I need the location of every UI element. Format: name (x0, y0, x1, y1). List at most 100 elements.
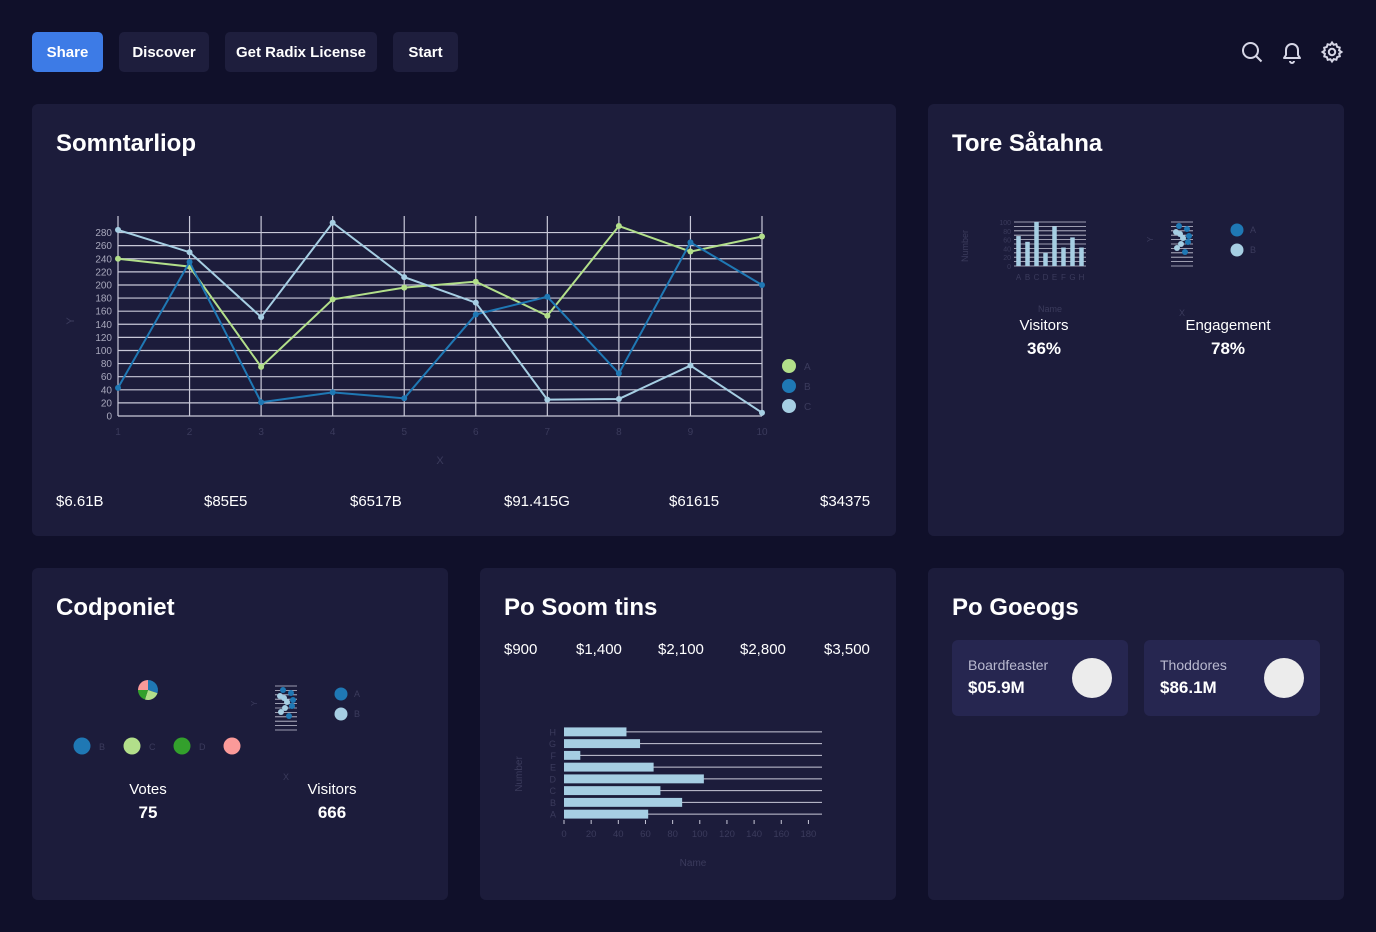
scatter-point (290, 697, 296, 703)
legend-swatch (173, 737, 191, 755)
legend-swatch (782, 359, 796, 373)
y-tick-label: 60 (101, 372, 113, 383)
scatter-point (1177, 231, 1183, 237)
data-point (258, 363, 265, 370)
y-axis-label: Y (65, 317, 77, 325)
legend-swatch (223, 737, 241, 755)
data-point (759, 233, 765, 240)
x-tick-label: 40 (613, 829, 624, 840)
x-tick-label: D (1043, 273, 1049, 282)
bar (564, 786, 661, 796)
y-tick-label: 40 (1003, 246, 1011, 253)
data-point (329, 389, 336, 396)
x-axis-label: X (283, 772, 289, 782)
bar (564, 750, 581, 760)
y-tick-label: 200 (95, 280, 112, 291)
data-point (115, 255, 121, 262)
get-radix-license-button[interactable]: Get Radix License (225, 32, 377, 72)
x-tick-label: 4 (330, 427, 336, 438)
x-tick-label: 6 (473, 427, 479, 438)
scatter-point (278, 709, 284, 715)
data-point (258, 314, 265, 321)
data-point (186, 249, 193, 256)
legend-label: D (199, 742, 206, 752)
x-axis-label: X (436, 455, 444, 467)
pie-slice (144, 690, 158, 700)
data-point (687, 248, 694, 255)
card-title: Somntarliop (56, 130, 197, 157)
legend-label: A (1250, 225, 1256, 235)
y-tick-label: 100 (95, 346, 112, 357)
visitors-value: 36% (1026, 339, 1062, 358)
gear-icon[interactable] (1320, 40, 1344, 64)
data-point (615, 370, 622, 377)
scatter-point (1178, 241, 1184, 247)
scatter-point (282, 705, 288, 711)
y-axis-label: Y (250, 700, 259, 706)
start-button[interactable]: Start (393, 32, 458, 72)
x-axis-label: X (1179, 308, 1185, 318)
y-tick-label: E (550, 763, 556, 773)
discover-button[interactable]: Discover (119, 32, 209, 72)
card-title: Po Goeogs (952, 594, 1079, 621)
y-tick-label: 0 (106, 412, 112, 423)
legend-label: C (804, 402, 811, 413)
card-title: Po Soom tins (504, 594, 658, 621)
legend-label: A (804, 362, 811, 373)
data-point (544, 293, 551, 300)
series-line-B (117, 240, 763, 404)
x-tick-label: 60 (640, 829, 651, 840)
stat-value: $6517B (350, 493, 402, 510)
series-line-A (117, 224, 763, 369)
tore-satahna-card: Tore Såtahna 0 20 40 60 80 100 A B C D E F G H Name Num… (928, 104, 1344, 536)
legend-label: B (354, 709, 360, 719)
y-tick-label: H (550, 727, 557, 737)
y-tick-label: 240 (95, 254, 112, 265)
stat-value: $6.61B (56, 493, 104, 510)
stat-value: $900 (504, 641, 538, 658)
search-icon[interactable] (1240, 40, 1264, 64)
legend-swatch (782, 399, 796, 413)
scatter-point (288, 690, 294, 696)
y-tick-label: 120 (95, 333, 112, 344)
y-tick-label: D (550, 774, 557, 784)
pie-slice (138, 690, 148, 700)
scatter-point (281, 695, 287, 701)
share-button[interactable]: Share (32, 32, 103, 72)
y-tick-label: 20 (1003, 255, 1011, 262)
bar (564, 739, 641, 749)
card-title: Codponiet (56, 594, 175, 621)
data-point (401, 284, 408, 291)
pie-slice (148, 680, 158, 694)
x-tick-label: 140 (746, 829, 762, 840)
po-soom-tins-card: Po Soom tins $900 $1,400 $2,100 $2,800 $… (480, 568, 896, 900)
stat-value: $34375 (820, 493, 871, 510)
data-point (329, 219, 336, 226)
stat-value: $91.415G (504, 493, 570, 510)
bell-icon[interactable] (1280, 40, 1304, 64)
data-point (544, 396, 551, 403)
po-goeogs-card: Po Goeogs Boardfeaster $05.9M Thoddores … (928, 568, 1344, 900)
data-point (472, 278, 479, 285)
x-tick-label: 20 (586, 829, 597, 840)
stat-value: $85E5 (204, 493, 248, 510)
data-point (401, 395, 408, 402)
scatter-point (1176, 223, 1182, 229)
x-tick-label: 180 (800, 829, 816, 840)
legend-swatch (1230, 243, 1244, 257)
x-tick-label: A (1016, 273, 1022, 282)
data-point (687, 239, 694, 246)
boardfeaster-tile[interactable]: Boardfeaster $05.9M (952, 640, 1128, 716)
data-point (759, 281, 765, 288)
series-line-C (117, 221, 763, 414)
thoddores-tile[interactable]: Thoddores $86.1M (1144, 640, 1320, 716)
y-tick-label: 100 (999, 220, 1011, 227)
card-title: Tore Såtahna (952, 130, 1103, 157)
data-point (115, 226, 121, 233)
legend-swatch (1230, 223, 1244, 237)
scatter-point (289, 703, 295, 709)
y-tick-label: 40 (101, 385, 113, 396)
data-point (329, 296, 336, 303)
bar (1079, 247, 1084, 266)
